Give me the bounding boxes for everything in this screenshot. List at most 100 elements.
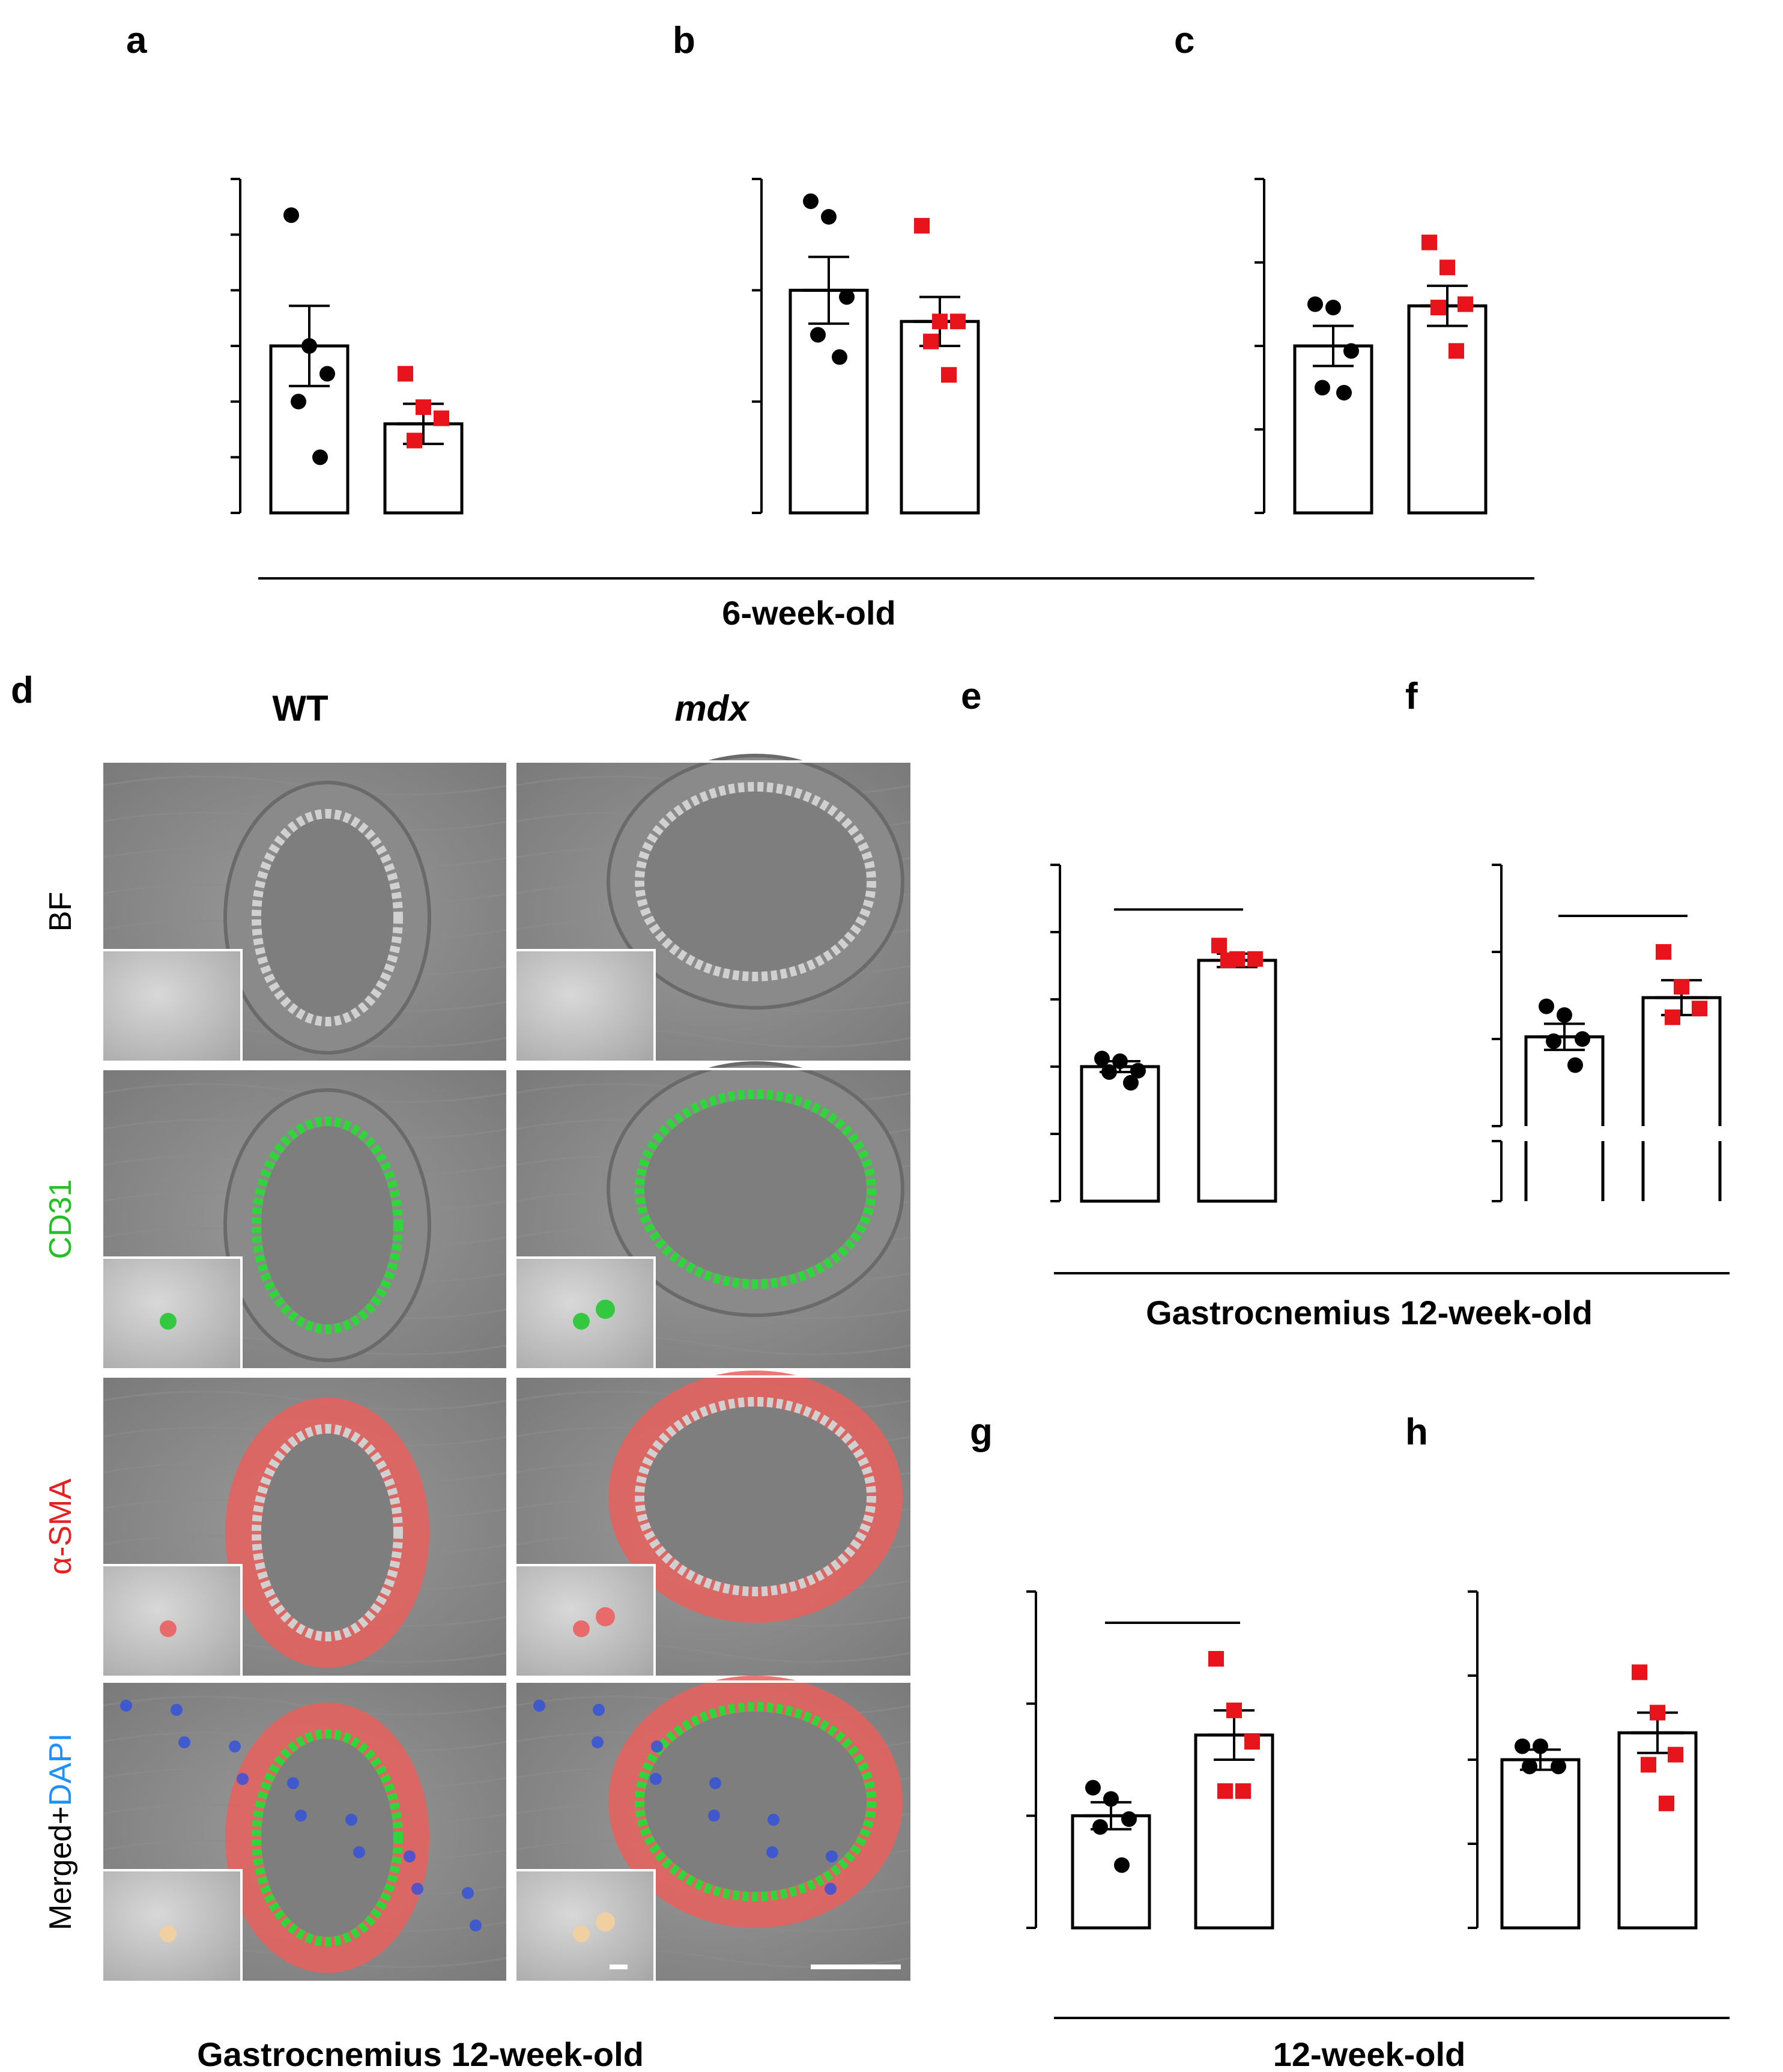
micro-row-label-part: Merged+: [43, 1806, 78, 1930]
data-point-mdx-c: [1439, 259, 1455, 276]
vessel-lumen: [644, 1712, 867, 1892]
data-point-mdx-f: [1665, 1009, 1680, 1025]
data-point-mdx-h: [1668, 1746, 1683, 1763]
tissue-texture: [101, 1695, 508, 1716]
data-point-wt-f: [1567, 1057, 1583, 1073]
inset-cell: [596, 1300, 615, 1319]
dapi-nucleus: [404, 1850, 416, 1862]
chart-h: [1468, 1590, 1698, 1930]
data-point-mdx-b: [950, 314, 966, 330]
dapi-nucleus: [533, 1700, 545, 1712]
micrograph-border: [101, 760, 509, 1063]
vessel-lumen: [261, 1126, 393, 1324]
bar-g-1: [1194, 1733, 1274, 1930]
data-point-wt-c: [1307, 296, 1323, 312]
data-point-wt-f: [1557, 1007, 1572, 1023]
endothelium: [635, 1397, 876, 1596]
bar-g-0: [1071, 1814, 1151, 1930]
bar-lower-f-1: [1641, 1141, 1722, 1201]
micrograph-border: [514, 760, 913, 1063]
dapi-nucleus: [237, 1773, 249, 1785]
vessel-lumen: [261, 1739, 393, 1937]
bar-c-1: [1407, 304, 1488, 515]
data-point-wt-a: [291, 393, 306, 410]
data-point-mdx-g: [1244, 1734, 1260, 1750]
micro-col-mdx: mdx: [674, 688, 750, 729]
data-point-mdx-c: [1458, 296, 1473, 312]
data-point-wt-b: [810, 327, 826, 343]
vessel-lumen: [261, 1434, 393, 1632]
micrograph-border: [514, 1375, 913, 1678]
data-point-mdx-f: [1656, 944, 1671, 960]
micrograph-mdx-0: [514, 754, 913, 1063]
panel-label-b: b: [673, 20, 695, 61]
data-point-wt-h: [1551, 1758, 1566, 1775]
data-point-wt-g: [1103, 1791, 1119, 1807]
vessel-lumen: [644, 1407, 867, 1587]
data-point-wt-e: [1130, 1062, 1146, 1079]
dapi-nucleus: [650, 1773, 662, 1785]
bar-c-0: [1293, 344, 1373, 515]
data-point-wt-b: [832, 349, 847, 365]
data-point-mdx-g: [1217, 1783, 1233, 1799]
endothelium: [252, 809, 403, 1026]
data-point-mdx-b: [923, 333, 939, 350]
data-point-wt-f: [1575, 1031, 1590, 1047]
endothelium: [635, 1702, 876, 1901]
group-label-ef: Gastrocnemius 12-week-old: [1146, 1294, 1593, 1331]
data-point-mdx-e: [1211, 938, 1227, 954]
data-point-mdx-h: [1659, 1795, 1674, 1811]
endothelium: [635, 782, 876, 981]
micrograph-wt-2: [101, 1375, 509, 1678]
data-point-mdx-b: [941, 367, 957, 383]
dapi-nucleus: [709, 1777, 721, 1789]
data-point-mdx-c: [1421, 234, 1437, 250]
micrograph-border: [514, 1068, 913, 1371]
bar-h-0: [1500, 1758, 1581, 1930]
dapi-nucleus: [767, 1814, 779, 1826]
chart-e: [1050, 864, 1277, 1203]
data-point-wt-e: [1123, 1074, 1139, 1091]
micro-row-label-2: α-SMA: [43, 1479, 78, 1575]
inset: [514, 1256, 656, 1371]
endothelium: [252, 1424, 403, 1641]
data-point-mdx-a: [398, 366, 413, 382]
panel-label-c: c: [1174, 20, 1194, 61]
data-point-mdx-f: [1692, 1001, 1707, 1017]
micrograph-border: [101, 1068, 509, 1371]
dapi-nucleus: [171, 1704, 183, 1716]
bar-e-0: [1080, 1065, 1160, 1203]
inset-cell: [573, 1620, 590, 1637]
micrograph-wt-0: [101, 760, 509, 1063]
endothelium: [252, 1116, 403, 1334]
data-point-mdx-e: [1247, 951, 1263, 967]
dapi-nucleus: [470, 1919, 482, 1931]
data-point-wt-a: [312, 449, 328, 465]
chart-a: [231, 178, 464, 515]
data-point-wt-c: [1315, 380, 1330, 396]
tissue-texture: [101, 1390, 508, 1411]
inset-cell: [160, 1313, 177, 1330]
bar-f-1: [1641, 996, 1722, 1126]
data-point-mdx-e: [1220, 953, 1236, 969]
inset-cell: [596, 1607, 615, 1626]
dapi-nucleus: [462, 1887, 474, 1899]
data-point-wt-e: [1101, 1064, 1117, 1080]
dapi-nucleus: [708, 1810, 720, 1822]
inset-cell: [573, 1313, 590, 1330]
micro-bottom-label: Gastrocnemius 12-week-old: [197, 2035, 644, 2072]
data-point-wt-e: [1112, 1053, 1128, 1070]
endothelium: [252, 1729, 403, 1946]
micrograph-border: [101, 1375, 509, 1678]
micrograph-mdx-3: [514, 1676, 913, 1983]
data-point-mdx-g: [1226, 1702, 1242, 1718]
data-point-wt-g: [1092, 1819, 1108, 1835]
data-point-wt-b: [839, 289, 855, 305]
panel-label-h: h: [1405, 1411, 1428, 1453]
data-point-wt-g: [1114, 1857, 1130, 1873]
inset: [514, 949, 656, 1063]
micrograph-border: [101, 1680, 509, 1983]
vessel-lumen: [644, 792, 867, 972]
group-label-gh: 12-week-old: [1273, 2035, 1466, 2072]
dapi-nucleus: [120, 1700, 132, 1712]
